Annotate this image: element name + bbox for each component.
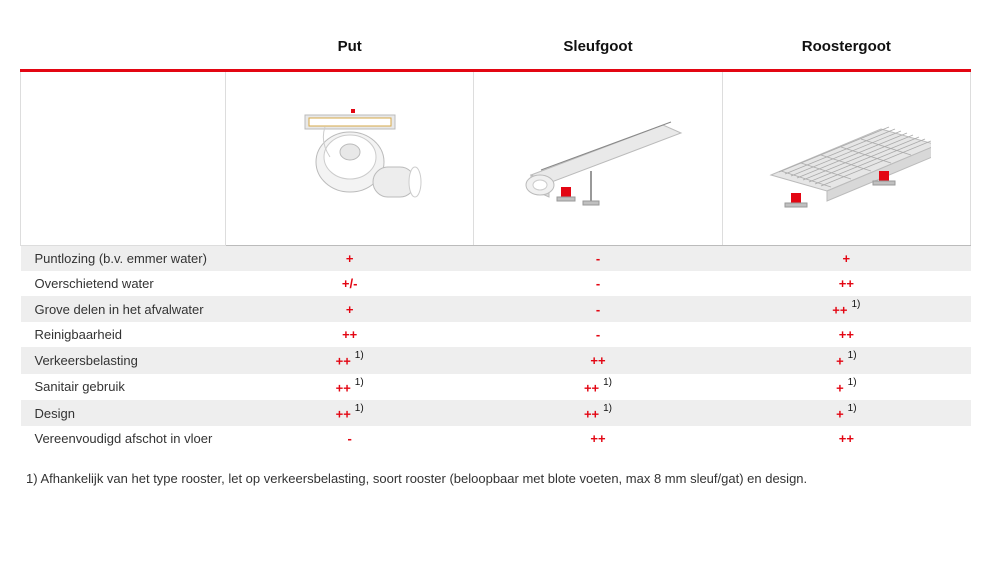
footnote-text: 1) Afhankelijk van het type rooster, let…: [20, 471, 971, 486]
cell-value: +1): [722, 374, 970, 400]
image-cell-roostergoot: [722, 71, 970, 246]
header-empty: [21, 20, 226, 71]
rating-symbol: +: [836, 354, 844, 369]
cell-value: ++ 1): [226, 347, 474, 373]
rating-symbol: ++: [336, 380, 351, 395]
header-roostergoot: Roostergoot: [722, 20, 970, 71]
cell-value: -: [474, 271, 722, 296]
cell-value: ++: [226, 322, 474, 347]
rating-symbol: +: [346, 251, 354, 266]
rating-symbol: ++: [839, 276, 854, 291]
rating-symbol: ++: [839, 431, 854, 446]
rating-symbol: +/-: [342, 276, 358, 291]
rating-symbol: +: [843, 251, 851, 266]
footnote-ref: 1): [355, 350, 364, 361]
table-row: Vereenvoudigd afschot in vloer - ++ ++: [21, 426, 971, 451]
row-label: Sanitair gebruik: [21, 374, 226, 400]
rating-symbol: -: [596, 276, 600, 291]
row-label: Verkeersbelasting: [21, 347, 226, 373]
cell-value: ++: [722, 426, 970, 451]
rating-symbol: +: [346, 302, 354, 317]
grate-channel-icon: [761, 97, 931, 217]
row-label: Vereenvoudigd afschot in vloer: [21, 426, 226, 451]
cell-value: ++ 1): [722, 296, 970, 322]
cell-value: ++ 1): [474, 400, 722, 426]
footnote-ref: 1): [848, 377, 857, 388]
cell-value: +1): [722, 400, 970, 426]
rating-symbol: -: [596, 302, 600, 317]
table-row: Verkeersbelasting++1)+++1): [21, 347, 971, 373]
cell-value: ++ 1): [474, 374, 722, 400]
image-cell-put: [226, 71, 474, 246]
table-row: Puntlozing (b.v. emmer water) + - +: [21, 246, 971, 272]
row-label: Reinigbaarheid: [21, 322, 226, 347]
table-row: Grove delen in het afvalwater + - ++ 1): [21, 296, 971, 322]
footnote-ref: 1): [848, 350, 857, 361]
cell-value: -: [226, 426, 474, 451]
rating-symbol: ++: [839, 327, 854, 342]
rating-symbol: ++: [336, 354, 351, 369]
rating-symbol: -: [347, 431, 351, 446]
put-drain-icon: [265, 97, 435, 217]
cell-value: ++ 1): [226, 374, 474, 400]
cell-value: ++: [474, 426, 722, 451]
table-row: Overschietend water +/- - ++: [21, 271, 971, 296]
image-cell-empty: [21, 71, 226, 246]
table-header-row: Put Sleufgoot Roostergoot: [21, 20, 971, 71]
cell-value: +: [226, 296, 474, 322]
cell-value: ++ 1): [226, 400, 474, 426]
image-cell-sleufgoot: [474, 71, 722, 246]
cell-value: +/-: [226, 271, 474, 296]
rating-symbol: +: [836, 380, 844, 395]
cell-value: -: [474, 296, 722, 322]
table-row: Reinigbaarheid ++ - ++: [21, 322, 971, 347]
footnote-ref: 1): [355, 403, 364, 414]
footnote-ref: 1): [355, 377, 364, 388]
cell-value: +: [226, 246, 474, 272]
footnote-ref: 1): [603, 377, 612, 388]
rating-symbol: -: [596, 327, 600, 342]
footnote-ref: 1): [851, 299, 860, 310]
image-row: [21, 71, 971, 246]
cell-value: +: [722, 246, 970, 272]
table-row: Design++1)++1)+1): [21, 400, 971, 426]
row-label: Puntlozing (b.v. emmer water): [21, 246, 226, 272]
table-row: Sanitair gebruik++1)++1)+1): [21, 374, 971, 400]
cell-value: ++: [722, 322, 970, 347]
rating-symbol: +: [836, 406, 844, 421]
cell-value: +1): [722, 347, 970, 373]
cell-value: ++: [474, 347, 722, 373]
header-put: Put: [226, 20, 474, 71]
cell-value: -: [474, 322, 722, 347]
cell-value: ++: [722, 271, 970, 296]
comparison-table: Put Sleufgoot Roostergoot: [20, 20, 971, 451]
cell-value: -: [474, 246, 722, 272]
row-label: Grove delen in het afvalwater: [21, 296, 226, 322]
slot-channel-icon: [513, 97, 683, 217]
footnote-ref: 1): [603, 403, 612, 414]
rating-symbol: ++: [590, 431, 605, 446]
row-label: Overschietend water: [21, 271, 226, 296]
footnote-ref: 1): [848, 403, 857, 414]
rating-symbol: -: [596, 251, 600, 266]
header-sleufgoot: Sleufgoot: [474, 20, 722, 71]
rating-symbol: ++: [584, 406, 599, 421]
rating-symbol: ++: [336, 406, 351, 421]
rating-symbol: ++: [832, 302, 847, 317]
rating-symbol: ++: [584, 380, 599, 395]
row-label: Design: [21, 400, 226, 426]
rating-symbol: ++: [590, 353, 605, 368]
rating-symbol: ++: [342, 327, 357, 342]
